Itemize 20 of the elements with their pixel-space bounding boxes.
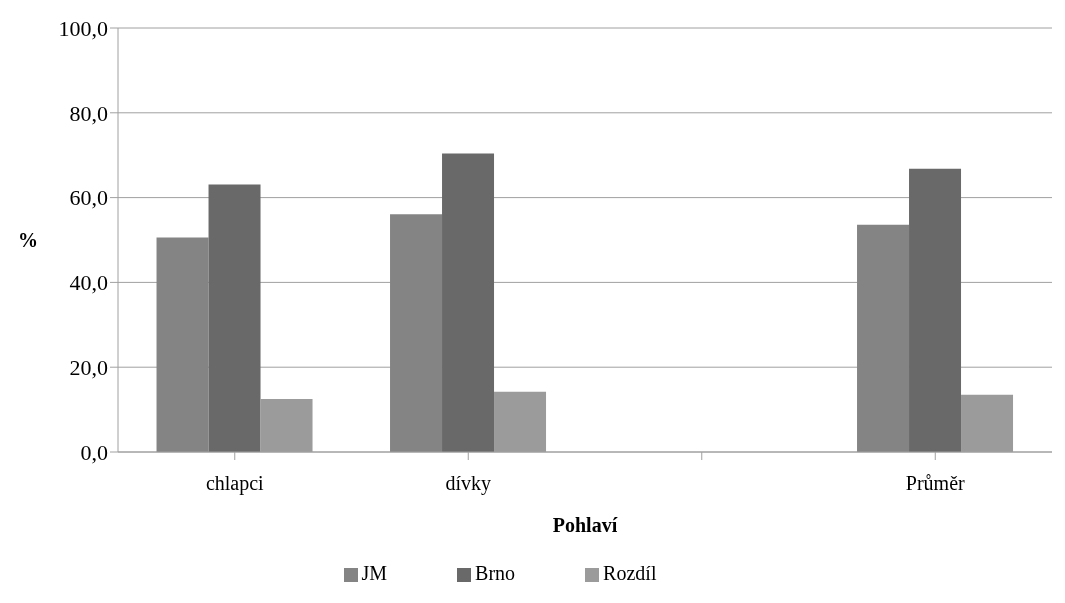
- x-tick-label: chlapci: [205, 472, 265, 496]
- bar: [909, 168, 962, 452]
- x-tick-label: Průměr: [905, 472, 966, 495]
- y-tick-label: 0,0: [80, 439, 108, 465]
- x-axis-title: Pohlaví: [552, 514, 618, 536]
- legend-label: JM: [361, 562, 388, 584]
- bar: [390, 214, 443, 452]
- legend-label: Brno: [475, 562, 516, 584]
- y-tick-label: 20,0: [69, 355, 108, 381]
- bar: [208, 184, 261, 452]
- bar: [442, 153, 495, 452]
- legend-label: Rozdíl: [603, 562, 657, 584]
- y-tick-label: 40,0: [69, 270, 108, 296]
- bar: [156, 237, 209, 452]
- y-tick-label: 100,0: [58, 15, 108, 41]
- bar: [857, 224, 910, 452]
- y-tick-label: 60,0: [69, 185, 108, 211]
- x-tick-label: dívky: [445, 472, 492, 496]
- y-axis-title: %: [18, 229, 38, 252]
- y-tick-label: 80,0: [69, 100, 108, 126]
